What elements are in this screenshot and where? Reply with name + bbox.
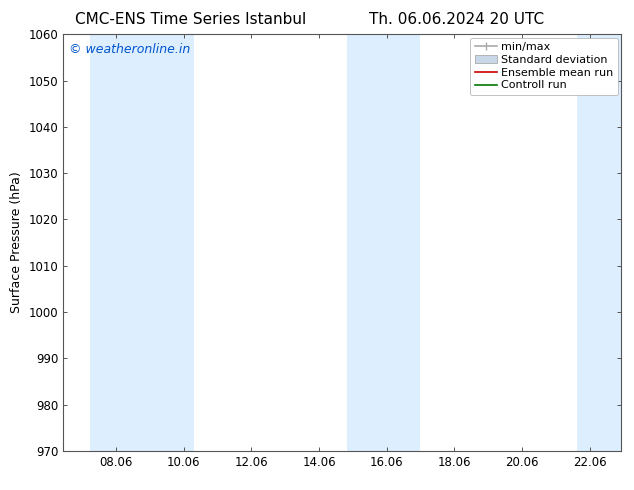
Bar bbox=[133, 34, 193, 451]
Bar bbox=[347, 34, 383, 451]
Bar bbox=[383, 34, 420, 451]
Text: CMC-ENS Time Series Istanbul: CMC-ENS Time Series Istanbul bbox=[75, 12, 306, 27]
Text: © weatheronline.in: © weatheronline.in bbox=[69, 43, 190, 56]
Bar bbox=[91, 34, 133, 451]
Y-axis label: Surface Pressure (hPa): Surface Pressure (hPa) bbox=[10, 172, 23, 314]
Bar bbox=[578, 34, 624, 451]
Text: Th. 06.06.2024 20 UTC: Th. 06.06.2024 20 UTC bbox=[369, 12, 544, 27]
Legend: min/max, Standard deviation, Ensemble mean run, Controll run: min/max, Standard deviation, Ensemble me… bbox=[470, 38, 618, 95]
